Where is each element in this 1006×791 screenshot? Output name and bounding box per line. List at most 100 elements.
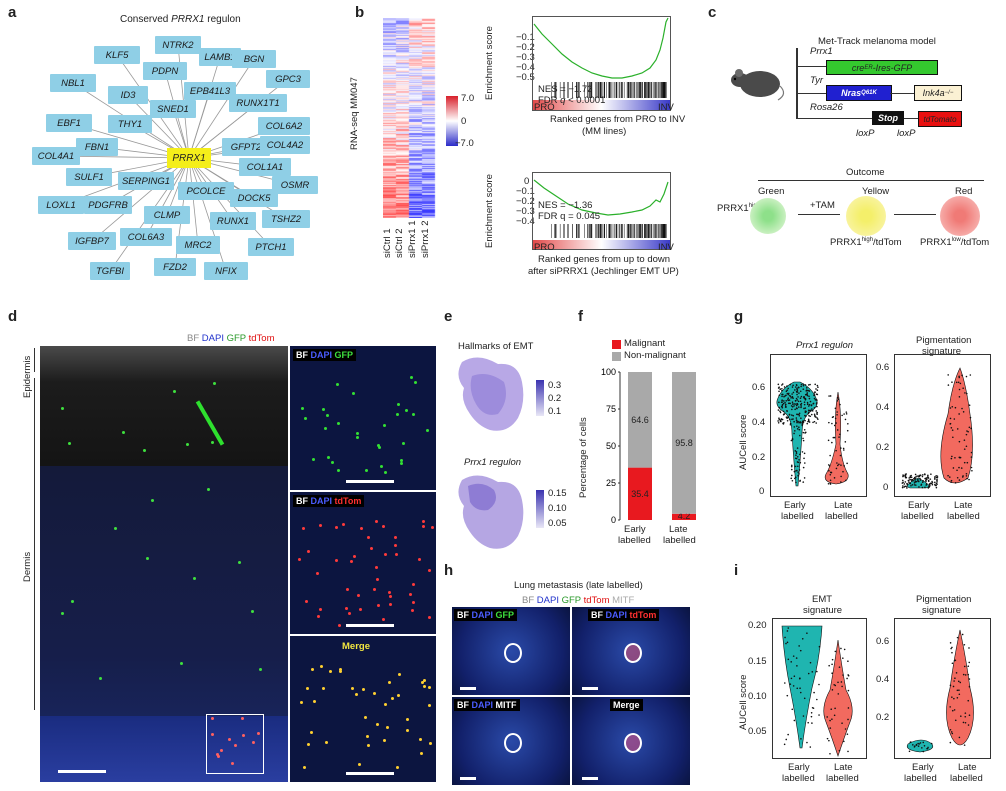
violin-point [837, 693, 840, 695]
fluorescent-cell [306, 742, 310, 746]
prrx1-umap [458, 475, 524, 549]
violin-point [784, 401, 786, 404]
violin-point [791, 396, 794, 399]
violin-point [959, 681, 962, 684]
violin-point [829, 473, 832, 476]
violin-point [961, 633, 964, 636]
fluorescent-cell [337, 469, 341, 473]
violin-point [958, 413, 960, 415]
violin-point [832, 436, 835, 439]
fluorescent-cell [306, 550, 310, 554]
regulon-node-ntrk2: NTRK2 [155, 36, 201, 54]
fluorescent-cell [121, 431, 125, 435]
panel-h-label: h [444, 562, 454, 579]
violin-point [799, 453, 801, 456]
violin-point [847, 689, 850, 692]
violin-point [789, 683, 792, 685]
fluorescent-cell [312, 700, 316, 704]
violin-point [967, 673, 970, 676]
fluorescent-cell [383, 702, 387, 706]
i2-ytick-2: 0.4 [876, 674, 890, 685]
violin-point [956, 428, 959, 430]
violin-point [803, 477, 806, 479]
violin-point [799, 421, 801, 423]
violin-point [786, 385, 788, 387]
violin-point [836, 462, 838, 464]
violin-point [787, 733, 789, 736]
violin-point [911, 483, 914, 486]
regulon-node-runx1: RUNX1 [210, 212, 256, 230]
violin-point [969, 374, 972, 376]
fluorescent-cell [384, 471, 388, 475]
violin-point [806, 741, 808, 744]
violin-point [949, 684, 952, 687]
gsea2-nes: NES = −1.36 [538, 200, 593, 211]
violin-point [808, 397, 811, 400]
violin-point [779, 388, 781, 390]
g1-ytick-2: 0.4 [752, 417, 766, 428]
violin-point [831, 422, 833, 425]
fluorescent-cell [382, 618, 386, 622]
violin-point [949, 422, 952, 425]
i-title-1a: EMT [812, 594, 833, 605]
violin-point [803, 697, 806, 700]
violin-point [793, 405, 795, 407]
fluorescent-cell [428, 741, 432, 745]
violin-point [790, 677, 793, 680]
fluorescent-cell [374, 519, 378, 523]
fluorescent-cell [211, 440, 215, 444]
violin-point [964, 721, 967, 724]
violin-point [831, 658, 834, 661]
fluorescent-cell [336, 383, 340, 387]
violin-point [954, 406, 957, 409]
violin-point [800, 405, 802, 407]
violin-point [791, 403, 794, 405]
panel-a-label: a [8, 4, 17, 21]
violin-point [797, 396, 799, 398]
violin-point [947, 384, 950, 386]
violin-point [830, 708, 833, 711]
fluorescent-cell [322, 687, 326, 691]
violin-point [779, 419, 782, 422]
violin-point [810, 404, 813, 406]
skin-section-image [40, 346, 288, 782]
violin-point [847, 674, 850, 677]
violin-point [795, 403, 797, 405]
fluorescent-cell [335, 525, 339, 529]
fluorescent-cell [406, 728, 409, 732]
heatmap-col-2: siCtrl 2 [394, 228, 405, 258]
violin-point [814, 391, 817, 393]
regulon-node-bgn: BGN [232, 50, 276, 68]
violin-point [958, 693, 961, 696]
violin-point [970, 451, 973, 454]
violin-point [908, 481, 910, 483]
g1-ytick-1: 0.6 [752, 382, 766, 393]
violin-point [795, 384, 798, 386]
violin-point [807, 412, 810, 415]
red-cell [940, 196, 980, 236]
violin-point [792, 655, 795, 657]
violin-point [955, 672, 958, 674]
violin-point [787, 658, 790, 661]
violin-point [959, 456, 961, 459]
violin-point [908, 750, 911, 753]
violin-point [928, 483, 931, 485]
violin-point [790, 468, 793, 471]
violin-point [806, 632, 808, 634]
fluorescent-cell [252, 741, 256, 745]
violin-point [910, 479, 913, 482]
violin-point [802, 384, 805, 387]
h-gfp-image: BF DAPI GFP [452, 607, 570, 695]
violin-point [831, 663, 833, 666]
fluorescent-cell [143, 448, 147, 452]
violin-point [927, 479, 930, 482]
violin-point [808, 403, 811, 406]
fluorescent-cell [384, 553, 388, 557]
fluorescent-cell [145, 557, 149, 561]
violin-point [949, 741, 952, 744]
violin-point [816, 417, 819, 419]
inset-gfp-image: BF DAPI GFP [290, 346, 436, 490]
fluorescent-cell [427, 616, 431, 620]
regulon-node-serping1: SERPING1 [118, 172, 174, 190]
violin-point [794, 389, 796, 391]
